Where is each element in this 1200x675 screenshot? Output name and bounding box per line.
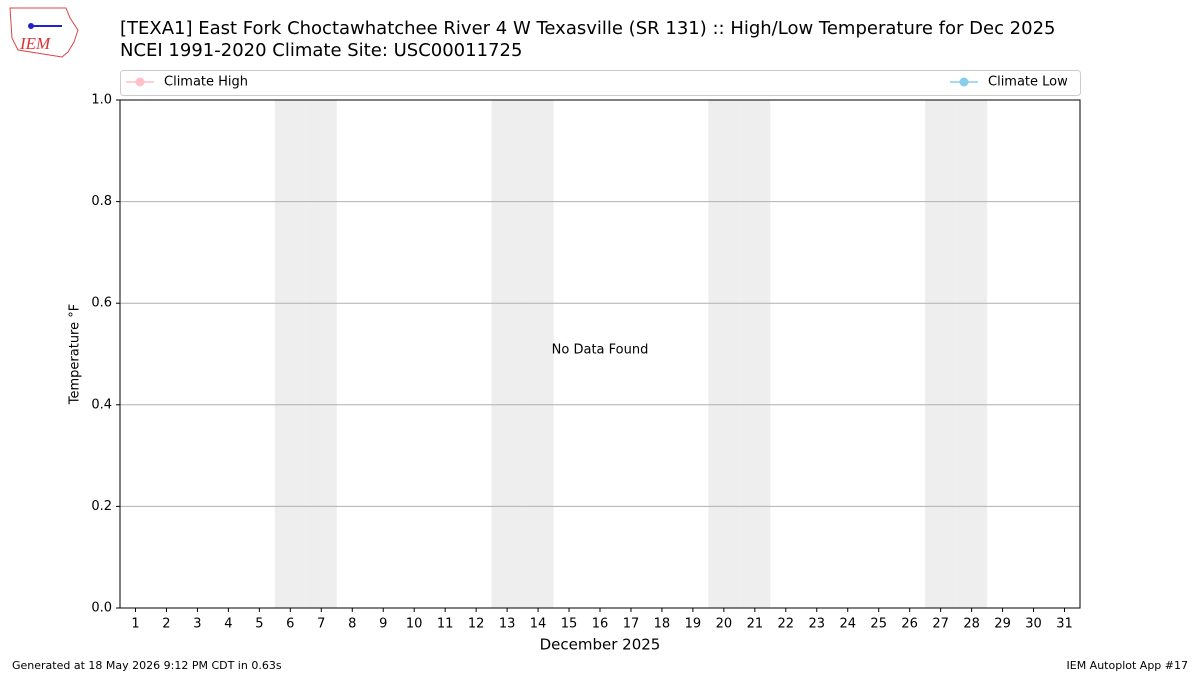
logo-icon [28,23,34,29]
x-tick-label: 7 [317,617,325,632]
legend-marker [959,77,969,87]
logo-text: IEM [19,34,51,53]
weekend-band [956,100,988,608]
x-tick-label: 11 [437,617,454,632]
footer-left: Generated at 18 May 2026 9:12 PM CDT in … [12,659,282,672]
y-axis-label: Temperature °F [68,304,83,405]
legend-box [120,70,1081,96]
y-tick-label: 0.4 [91,397,112,412]
x-tick-label: 1 [131,617,139,632]
x-tick-label: 8 [348,617,356,632]
x-tick-label: 12 [468,617,485,632]
weekend-band [739,100,771,608]
x-tick-label: 23 [809,617,826,632]
weekend-band [274,100,306,608]
x-tick-label: 3 [193,617,201,632]
chart-title: [TEXA1] East Fork Choctawhatchee River 4… [120,18,1056,39]
x-tick-label: 10 [406,617,423,632]
y-tick-label: 0.6 [91,296,112,311]
x-tick-label: 29 [994,617,1011,632]
plot-frame [119,99,1081,609]
x-tick-label: 4 [224,617,232,632]
weekend-band [925,100,957,608]
x-tick-label: 16 [592,617,609,632]
x-tick-label: 17 [623,617,640,632]
x-tick-label: 20 [716,617,733,632]
x-tick-label: 2 [162,617,170,632]
x-tick-label: 18 [654,617,671,632]
x-tick-label: 13 [499,617,516,632]
y-tick-label: 0.8 [91,194,112,209]
x-tick-label: 15 [561,617,578,632]
legend-label: Climate High [164,75,248,90]
legend-label: Climate Low [988,75,1068,90]
x-tick-label: 19 [685,617,702,632]
y-tick-label: 0.2 [91,499,112,514]
y-tick-label: 1.0 [91,93,112,108]
weekend-band [305,100,337,608]
weekend-band [522,100,554,608]
x-tick-label: 28 [963,617,980,632]
x-tick-label: 25 [870,617,887,632]
chart-subtitle: NCEI 1991-2020 Climate Site: USC00011725 [120,40,522,61]
x-tick-label: 31 [1056,617,1073,632]
x-tick-label: 30 [1025,617,1042,632]
footer-right: IEM Autoplot App #17 [1067,659,1189,672]
x-tick-label: 26 [901,617,918,632]
x-tick-label: 5 [255,617,263,632]
x-tick-label: 9 [379,617,387,632]
x-tick-label: 21 [747,617,764,632]
y-tick-label: 0.0 [91,601,112,616]
x-tick-label: 14 [530,617,547,632]
logo-outline [9,7,79,58]
legend-marker [135,77,145,87]
x-tick-label: 6 [286,617,294,632]
x-tick-label: 27 [932,617,949,632]
annotation: No Data Found [552,343,649,358]
x-tick-label: 24 [839,617,856,632]
weekend-band [708,100,740,608]
x-tick-label: 22 [778,617,795,632]
x-axis-label: December 2025 [540,636,661,654]
weekend-band [491,100,523,608]
logo: IEM [9,7,79,58]
